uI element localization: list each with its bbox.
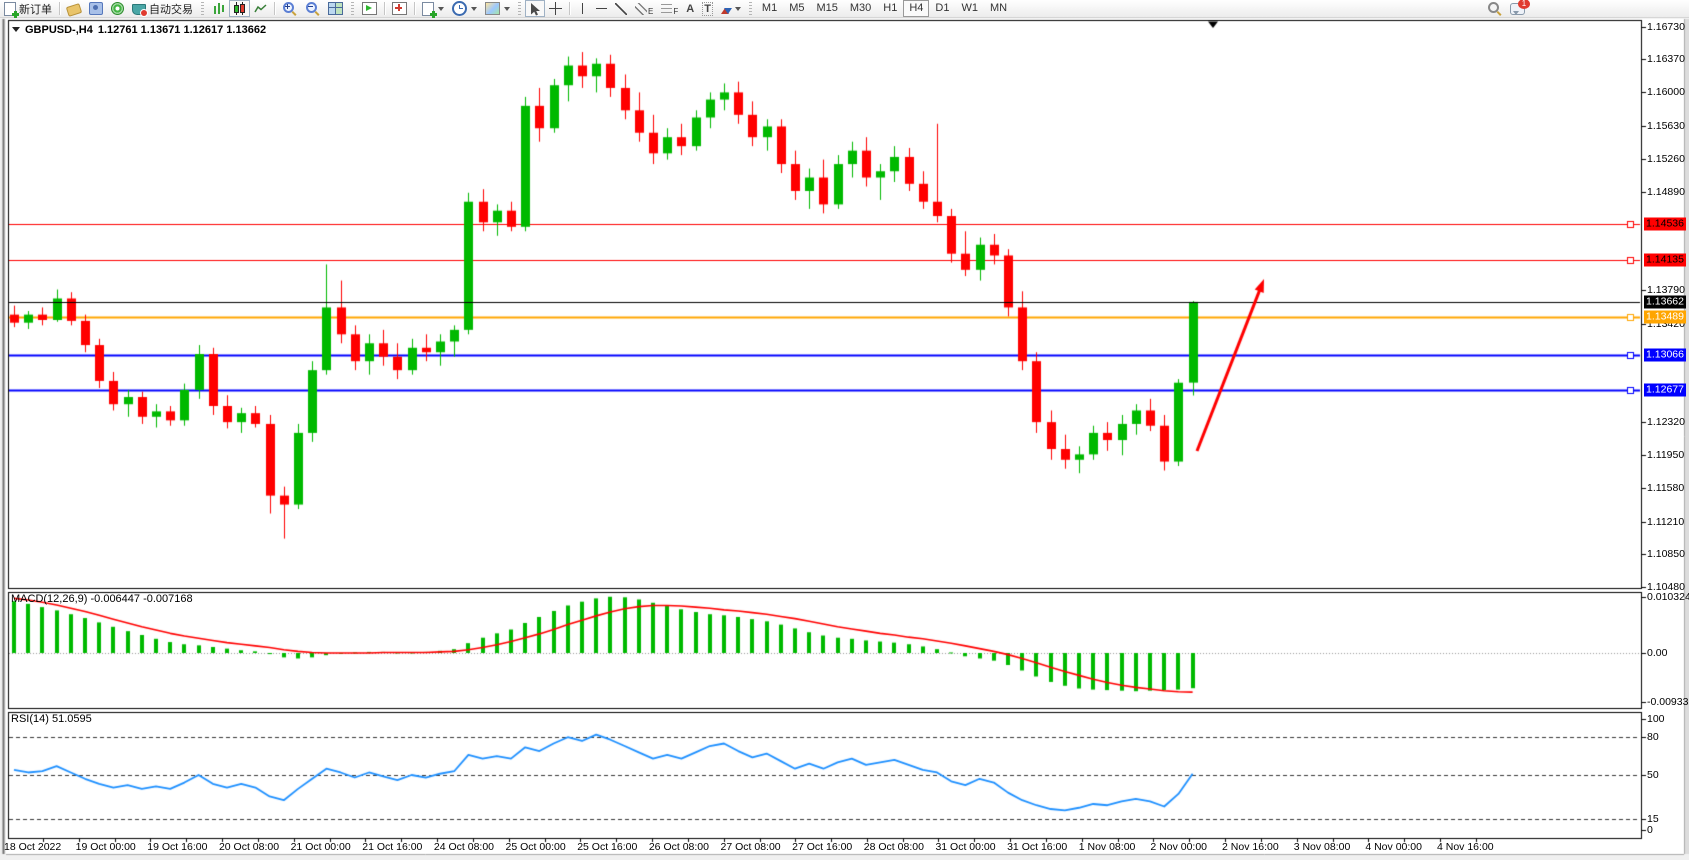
auto-trading-icon (132, 4, 148, 17)
timeframe-button-M5[interactable]: M5 (789, 2, 805, 14)
channel-glyph: E (648, 7, 654, 16)
text-label-tool-button[interactable]: T (698, 0, 717, 17)
fibonacci-glyph: F (673, 7, 679, 16)
new-chart-button[interactable] (388, 0, 411, 17)
toolbar-separator (274, 2, 275, 15)
auto-trading-label: 自动交易 (149, 3, 193, 16)
dropdown-caret-icon (471, 7, 477, 14)
toolbar-separator (384, 2, 385, 15)
timeframe-button-M1[interactable]: M1 (761, 2, 778, 14)
periods-button[interactable] (448, 0, 481, 17)
timeframe-button-H1[interactable]: H1 (883, 2, 898, 14)
templates-button[interactable] (481, 0, 514, 17)
candlestick-chart-button[interactable] (229, 0, 250, 17)
profile-button[interactable] (85, 0, 107, 17)
vertical-line-icon (582, 3, 583, 14)
bar-chart-icon (212, 2, 225, 15)
toolbar-grip[interactable] (748, 2, 752, 15)
timeframe-button-M30[interactable]: M30 (849, 2, 872, 14)
timeframe-button-H4[interactable]: H4 (903, 0, 930, 17)
line-chart-icon (254, 3, 267, 12)
fibonacci-tool-button[interactable]: F (657, 0, 682, 17)
cursor-icon (531, 2, 540, 15)
chat-bubble-icon: 1 (1510, 0, 1530, 15)
dropdown-caret-icon (438, 7, 444, 14)
zoom-in-icon (282, 1, 297, 16)
fibonacci-icon (661, 4, 673, 13)
arrows-tool-button[interactable] (717, 0, 745, 17)
horizontal-line-tool-button[interactable] (592, 0, 611, 17)
crosshair-icon (549, 2, 562, 15)
timeframe-button-D1[interactable]: D1 (935, 2, 950, 14)
auto-trading-button[interactable]: 自动交易 (128, 0, 197, 17)
crosshair-tool-button[interactable] (545, 0, 566, 17)
zoom-in-button[interactable] (278, 0, 301, 17)
signal-icon (111, 2, 124, 15)
new-order-icon (4, 1, 19, 18)
candlestick-icon (233, 2, 246, 15)
bar-chart-button[interactable] (208, 0, 229, 17)
dropdown-caret-icon (504, 7, 510, 14)
eraser-icon (65, 3, 83, 17)
new-order-label: 新订单 (19, 3, 52, 16)
timeframe-button-M15[interactable]: M15 (816, 2, 838, 14)
toolbar-separator (59, 2, 60, 15)
dropdown-caret-icon (734, 7, 741, 14)
horizontal-line-icon (596, 8, 607, 9)
zoom-out-icon (305, 1, 320, 16)
label-tool-glyph: T (702, 1, 713, 16)
template-icon (485, 2, 500, 15)
add-indicator-icon (422, 1, 437, 18)
tile-windows-button[interactable] (324, 0, 347, 17)
cursor-tool-button[interactable] (525, 0, 545, 17)
strategy-tester-button[interactable] (358, 0, 381, 17)
chart-play-icon (362, 2, 377, 15)
notifications-button[interactable]: 1 (1506, 0, 1530, 17)
toolbar-grip[interactable] (518, 2, 521, 15)
timeframe-button-MN[interactable]: MN (989, 2, 1008, 14)
clock-icon (452, 1, 467, 16)
tile-windows-icon (328, 2, 343, 15)
timeframe-button-W1[interactable]: W1 (961, 2, 978, 14)
text-tool-button[interactable]: A (682, 0, 698, 17)
toolbar-grip[interactable] (201, 2, 204, 15)
timeframe-toolbar: M1 M5 M15 M30 H1 H4 D1 W1 MN (756, 0, 1013, 17)
profile-icon (89, 2, 103, 15)
arrows-icon (720, 3, 732, 15)
text-tool-glyph: A (686, 2, 695, 15)
new-order-button[interactable]: 新订单 (0, 0, 56, 18)
trendline-icon (615, 2, 627, 15)
notification-badge: 1 (1518, 0, 1530, 9)
line-chart-button[interactable] (250, 0, 271, 17)
vertical-line-tool-button[interactable] (573, 0, 592, 17)
zoom-out-button[interactable] (301, 0, 324, 17)
trendline-tool-button[interactable] (611, 0, 631, 17)
toolbar-separator (569, 2, 570, 15)
signals-button[interactable] (107, 0, 128, 17)
toolbar-grip[interactable] (351, 2, 354, 15)
channel-icon (635, 2, 647, 15)
search-icon (1487, 1, 1502, 16)
search-button[interactable] (1483, 0, 1506, 17)
toolbar-separator (414, 2, 415, 15)
main-toolbar: 新订单 自动交易 (0, 0, 1689, 18)
channel-tool-button[interactable]: E (631, 0, 657, 17)
chart-plus-icon (392, 2, 407, 15)
indicators-button[interactable] (418, 0, 448, 18)
eraser-button[interactable] (63, 0, 85, 17)
